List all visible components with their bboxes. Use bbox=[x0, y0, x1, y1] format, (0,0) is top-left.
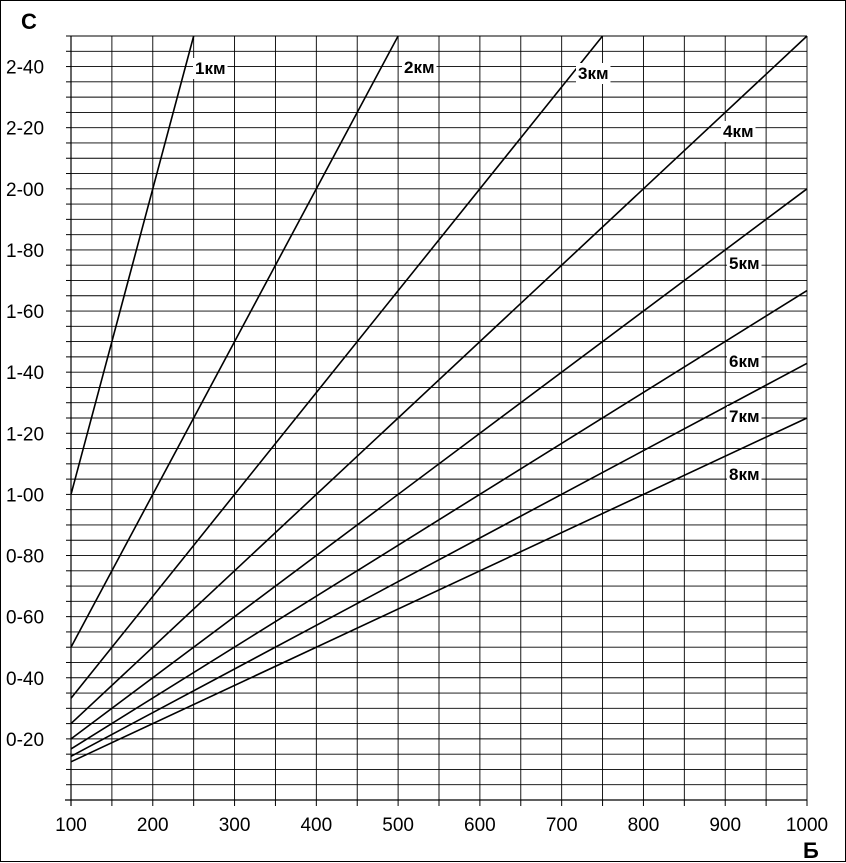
x-tick-label: 600 bbox=[464, 815, 496, 836]
y-tick-label: 2-00 bbox=[6, 180, 44, 201]
series-line bbox=[70, 35, 808, 725]
series-line bbox=[70, 362, 808, 758]
y-tick-label: 1-80 bbox=[6, 241, 44, 262]
y-tick-label: 1-20 bbox=[6, 424, 44, 445]
series-line bbox=[70, 35, 195, 495]
series-label: 6км bbox=[729, 352, 760, 371]
series-label: 4км bbox=[723, 122, 754, 141]
x-tick-label: 700 bbox=[546, 815, 578, 836]
series-line bbox=[70, 35, 604, 699]
series-label-background bbox=[727, 351, 762, 372]
series-label-background bbox=[727, 406, 762, 427]
series-line bbox=[70, 289, 808, 750]
series-label: 5км bbox=[729, 254, 760, 273]
x-tick-label: 800 bbox=[628, 815, 660, 836]
y-tick-label: 1-40 bbox=[6, 363, 44, 384]
x-tick-label: 900 bbox=[709, 815, 741, 836]
series-label: 8км bbox=[729, 465, 760, 484]
series-label-background bbox=[721, 121, 756, 142]
series-line bbox=[70, 417, 808, 763]
series-label-background bbox=[727, 464, 762, 485]
series-label-background bbox=[727, 253, 762, 274]
series-label-background bbox=[193, 58, 228, 79]
y-tick-label: 2-40 bbox=[6, 58, 44, 79]
series-label-background bbox=[402, 57, 437, 78]
x-tick-label: 1000 bbox=[786, 815, 828, 836]
series-label-background bbox=[576, 63, 611, 84]
axes bbox=[65, 35, 808, 806]
chart-labels: 100 200 300 400 500 600 700 800 900 1000 0-20 0-40 0… bbox=[6, 57, 828, 836]
x-tick-label: 100 bbox=[55, 815, 87, 836]
series-label: 2км bbox=[404, 58, 435, 77]
y-tick-label: 0-60 bbox=[6, 608, 44, 629]
series-label: 3км bbox=[578, 64, 609, 83]
y-tick-label: 0-80 bbox=[6, 547, 44, 568]
series-label: 7км bbox=[729, 407, 760, 426]
y-tick-label: 1-00 bbox=[6, 485, 44, 506]
series-lines bbox=[70, 35, 808, 763]
series-line bbox=[70, 35, 399, 648]
y-tick-label: 0-20 bbox=[6, 730, 44, 751]
x-tick-label: 300 bbox=[219, 815, 251, 836]
y-axis-title: С bbox=[21, 9, 37, 34]
y-tick-label: 0-40 bbox=[6, 669, 44, 690]
y-tick-label: 2-20 bbox=[6, 119, 44, 140]
x-tick-label: 200 bbox=[137, 815, 169, 836]
x-axis-title: Б bbox=[803, 838, 819, 863]
y-tick-label: 1-60 bbox=[6, 302, 44, 323]
x-tick-label: 500 bbox=[382, 815, 414, 836]
series-line bbox=[70, 188, 808, 740]
grid bbox=[71, 35, 808, 800]
series-label: 1км bbox=[195, 59, 226, 78]
x-tick-label: 400 bbox=[300, 815, 332, 836]
